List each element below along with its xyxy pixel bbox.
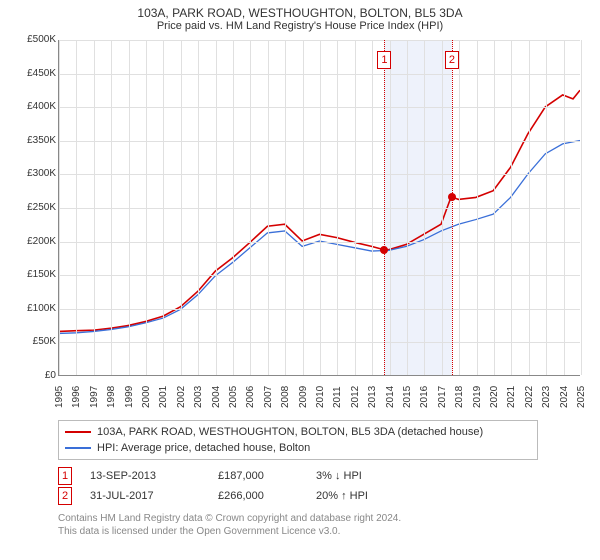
legend: 103A, PARK ROAD, WESTHOUGHTON, BOLTON, B… — [58, 420, 538, 460]
event-number-box: 2 — [58, 487, 72, 505]
chart-title: 103A, PARK ROAD, WESTHOUGHTON, BOLTON, B… — [12, 6, 588, 20]
legend-swatch — [65, 431, 91, 433]
event-row: 1 13-SEP-2013 £187,000 3% ↓ HPI — [58, 466, 588, 486]
y-tick-label: £500K — [12, 34, 56, 45]
y-tick-label: £50K — [12, 336, 56, 347]
chart-box: £0 £50K £100K £150K £200K £250K £300K £350K £400… — [12, 36, 588, 416]
event-vline — [452, 40, 453, 375]
legend-swatch — [65, 447, 91, 449]
y-tick-label: £350K — [12, 135, 56, 146]
credits-line: This data is licensed under the Open Gov… — [58, 525, 588, 538]
annotation-box: 2 — [445, 51, 459, 69]
event-date: 13-SEP-2013 — [90, 470, 200, 482]
event-date: 31-JUL-2017 — [90, 490, 200, 502]
event-list: 1 13-SEP-2013 £187,000 3% ↓ HPI 2 31-JUL-2017… — [58, 466, 588, 506]
price-marker — [380, 246, 388, 254]
chart-subtitle: Price paid vs. HM Land Registry's House … — [12, 20, 588, 32]
event-price: £187,000 — [218, 470, 298, 482]
legend-label: HPI: Average price, detached house, Bolt… — [97, 442, 310, 454]
event-change: 20% ↑ HPI — [316, 490, 416, 502]
price-marker — [448, 193, 456, 201]
chart-container: 103A, PARK ROAD, WESTHOUGHTON, BOLTON, B… — [0, 0, 600, 542]
y-tick-label: £0 — [12, 370, 56, 381]
event-row: 2 31-JUL-2017 £266,000 20% ↑ HPI — [58, 486, 588, 506]
annotation-box: 1 — [377, 51, 391, 69]
x-tick-label: 2025 — [576, 386, 600, 408]
event-change: 3% ↓ HPI — [316, 470, 416, 482]
event-price: £266,000 — [218, 490, 298, 502]
y-tick-label: £400K — [12, 101, 56, 112]
y-tick-label: £200K — [12, 236, 56, 247]
legend-item: HPI: Average price, detached house, Bolt… — [65, 440, 531, 456]
plot-area: 12 — [58, 40, 580, 376]
credits-line: Contains HM Land Registry data © Crown c… — [58, 512, 588, 525]
legend-item: 103A, PARK ROAD, WESTHOUGHTON, BOLTON, B… — [65, 424, 531, 440]
credits: Contains HM Land Registry data © Crown c… — [58, 512, 588, 538]
y-tick-label: £450K — [12, 68, 56, 79]
event-number-box: 1 — [58, 467, 72, 485]
y-tick-label: £300K — [12, 168, 56, 179]
event-vline — [384, 40, 385, 375]
y-tick-label: £100K — [12, 303, 56, 314]
legend-label: 103A, PARK ROAD, WESTHOUGHTON, BOLTON, B… — [97, 426, 483, 438]
y-tick-label: £250K — [12, 202, 56, 213]
y-tick-label: £150K — [12, 269, 56, 280]
